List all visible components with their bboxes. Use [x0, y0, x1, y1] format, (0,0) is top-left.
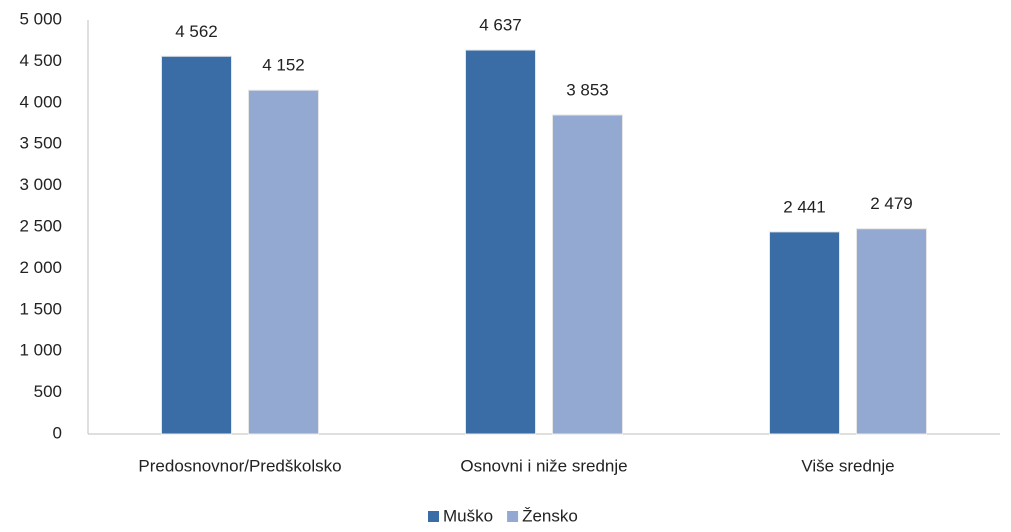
bar	[552, 114, 623, 435]
legend-swatch	[428, 511, 439, 522]
x-tick-label: Predosnovnor/Predškolsko	[138, 456, 341, 475]
legend-label: Žensko	[522, 506, 578, 525]
legend-swatch	[507, 511, 519, 522]
y-tick-label: 0	[53, 423, 62, 442]
data-label: 4 637	[479, 16, 522, 35]
y-tick-label: 3 000	[19, 175, 62, 194]
y-tick-label: 500	[34, 382, 62, 401]
bar	[856, 228, 927, 435]
y-tick-label: 2 000	[19, 258, 62, 277]
y-tick-label: 3 500	[19, 134, 62, 153]
bar	[248, 89, 319, 435]
data-label: 4 562	[175, 22, 218, 41]
bar	[161, 55, 232, 435]
y-tick-label: 5 000	[19, 9, 62, 28]
y-tick-label: 2 500	[19, 216, 62, 235]
bar	[769, 231, 840, 435]
y-tick-label: 1 500	[19, 299, 62, 318]
data-label: 2 441	[783, 197, 826, 216]
x-tick-label: Osnovni i niže srednje	[460, 456, 627, 475]
data-label: 4 152	[262, 56, 305, 75]
data-label: 2 479	[870, 194, 913, 213]
y-tick-label: 1 000	[19, 341, 62, 360]
y-tick-label: 4 500	[19, 51, 62, 70]
y-tick-label: 4 000	[19, 92, 62, 111]
x-tick-label: Više srednje	[801, 456, 894, 475]
data-label: 3 853	[566, 80, 609, 99]
legend-label: Muško	[443, 506, 493, 525]
bar	[465, 49, 536, 435]
